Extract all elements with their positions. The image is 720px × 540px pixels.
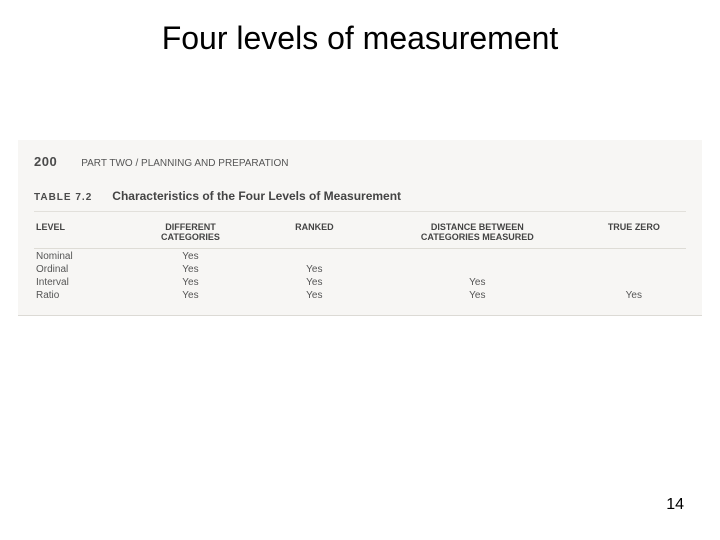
cell-diff: Yes bbox=[125, 288, 255, 301]
cell-ranked: Yes bbox=[256, 275, 373, 288]
cell-diff: Yes bbox=[125, 275, 255, 288]
cell-level: Nominal bbox=[34, 249, 125, 263]
cell-level: Ordinal bbox=[34, 262, 125, 275]
cell-zero: Yes bbox=[582, 288, 686, 301]
book-header-row: 200 PART TWO / PLANNING AND PREPARATION bbox=[34, 154, 686, 169]
cell-level: Ratio bbox=[34, 288, 125, 301]
cell-zero bbox=[582, 249, 686, 263]
table-row: Interval Yes Yes Yes bbox=[34, 275, 686, 288]
cell-zero bbox=[582, 275, 686, 288]
table-head: LEVEL DIFFERENT CATEGORIES RANKED DISTAN… bbox=[34, 222, 686, 249]
cell-dist bbox=[373, 249, 582, 263]
th-level: LEVEL bbox=[34, 222, 125, 249]
th-dist: DISTANCE BETWEEN CATEGORIES MEASURED bbox=[373, 222, 582, 249]
th-dist-l2: CATEGORIES MEASURED bbox=[373, 232, 582, 242]
table-body: Nominal Yes Ordinal Yes Yes Interval Yes bbox=[34, 249, 686, 302]
cell-ranked: Yes bbox=[256, 288, 373, 301]
table-title: Characteristics of the Four Levels of Me… bbox=[112, 189, 401, 203]
slide-page-number: 14 bbox=[666, 496, 684, 514]
slide: Four levels of measurement 200 PART TWO … bbox=[0, 0, 720, 540]
book-part-label: PART TWO / PLANNING AND PREPARATION bbox=[81, 158, 288, 169]
th-ranked: RANKED bbox=[256, 222, 373, 249]
cell-zero bbox=[582, 262, 686, 275]
th-diff-l1: DIFFERENT bbox=[125, 222, 255, 232]
th-level-l2: LEVEL bbox=[36, 222, 125, 232]
th-diff: DIFFERENT CATEGORIES bbox=[125, 222, 255, 249]
th-dist-l1: DISTANCE BETWEEN bbox=[373, 222, 582, 232]
cell-ranked bbox=[256, 249, 373, 263]
cell-dist: Yes bbox=[373, 275, 582, 288]
levels-table: LEVEL DIFFERENT CATEGORIES RANKED DISTAN… bbox=[34, 222, 686, 301]
table-caption-row: TABLE 7.2 Characteristics of the Four Le… bbox=[34, 189, 686, 212]
table-row: Nominal Yes bbox=[34, 249, 686, 263]
th-zero: TRUE ZERO bbox=[582, 222, 686, 249]
table-row: Ratio Yes Yes Yes Yes bbox=[34, 288, 686, 301]
table-row: Ordinal Yes Yes bbox=[34, 262, 686, 275]
cell-diff: Yes bbox=[125, 249, 255, 263]
th-diff-l2: CATEGORIES bbox=[125, 232, 255, 242]
cell-dist bbox=[373, 262, 582, 275]
book-page-number: 200 bbox=[34, 154, 57, 169]
table-number: TABLE 7.2 bbox=[34, 192, 92, 203]
th-zero-l2: TRUE ZERO bbox=[582, 222, 686, 232]
textbook-scan: 200 PART TWO / PLANNING AND PREPARATION … bbox=[18, 140, 702, 316]
cell-ranked: Yes bbox=[256, 262, 373, 275]
th-ranked-l2: RANKED bbox=[256, 222, 373, 232]
cell-dist: Yes bbox=[373, 288, 582, 301]
cell-level: Interval bbox=[34, 275, 125, 288]
cell-diff: Yes bbox=[125, 262, 255, 275]
slide-title: Four levels of measurement bbox=[0, 20, 720, 57]
table-head-row: LEVEL DIFFERENT CATEGORIES RANKED DISTAN… bbox=[34, 222, 686, 249]
